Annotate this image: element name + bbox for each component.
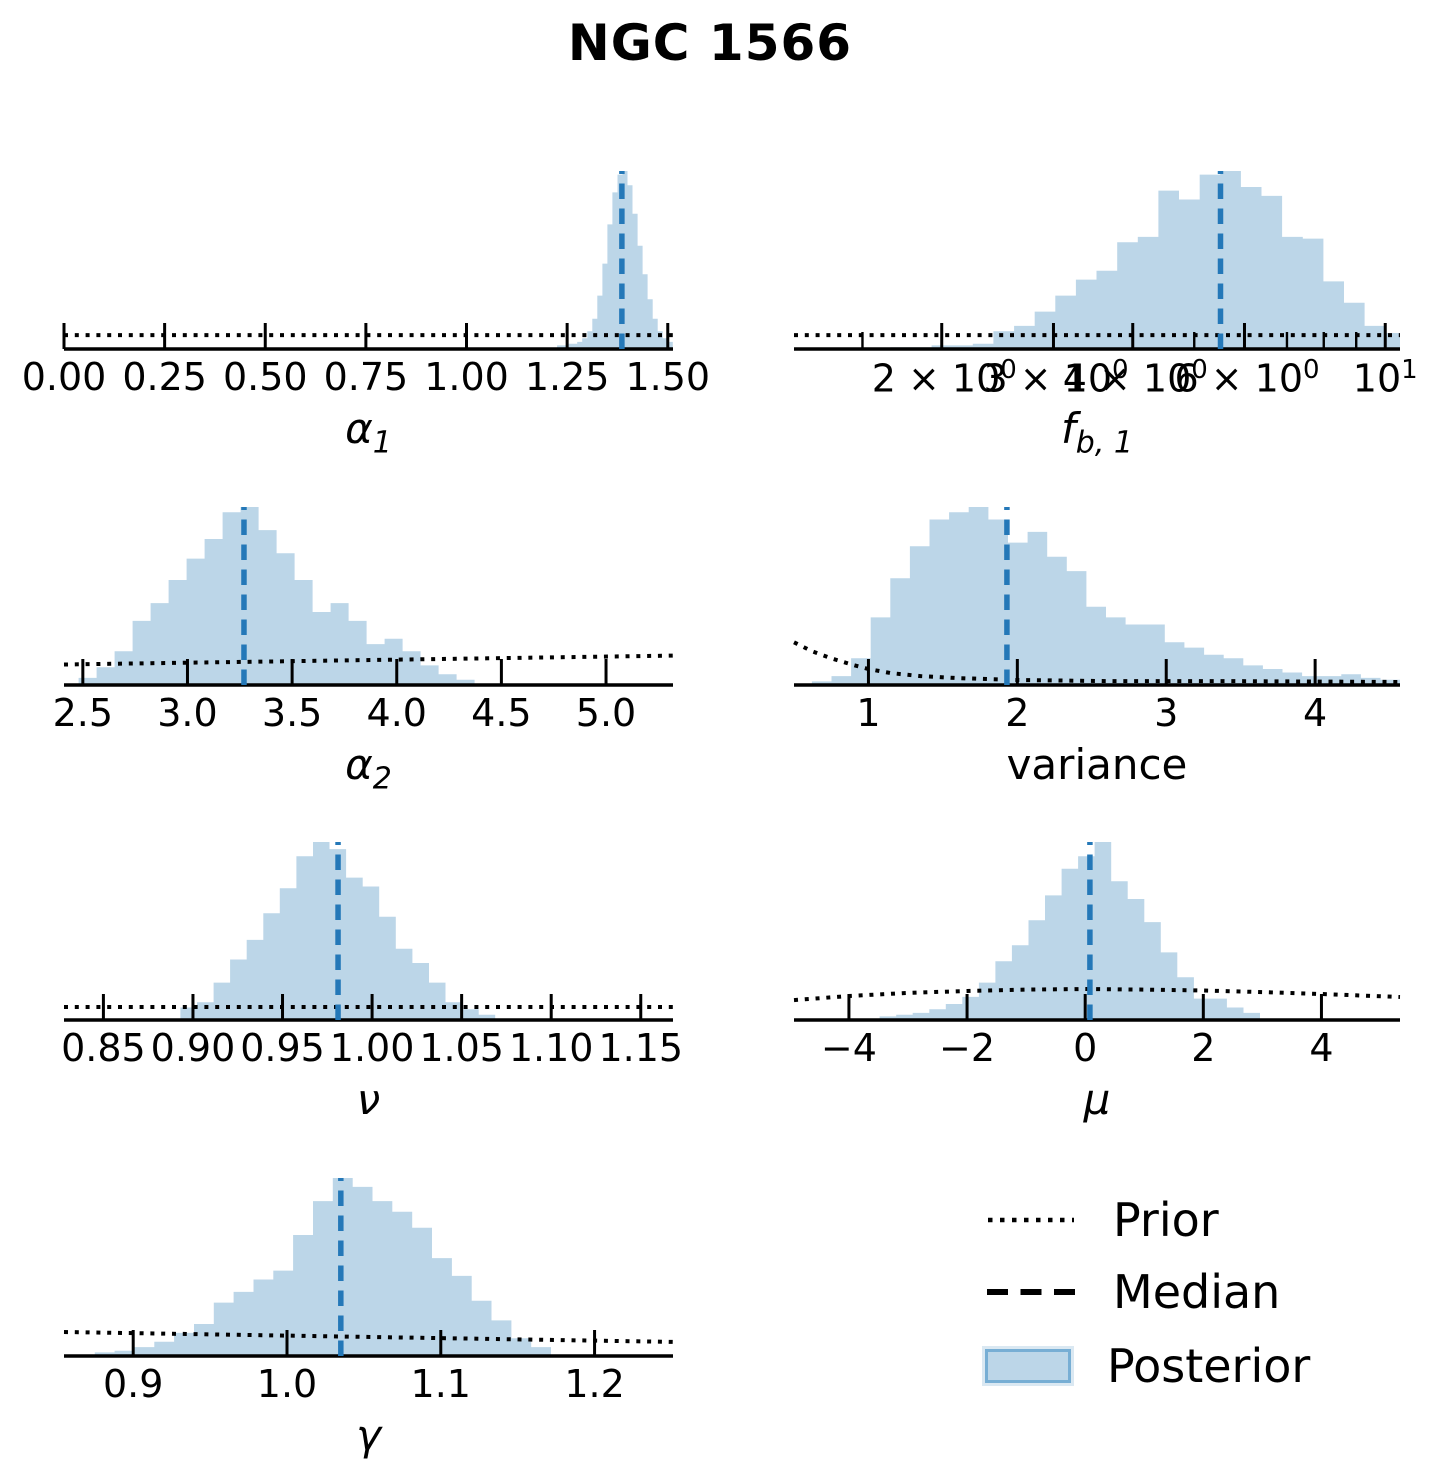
prior-curve: [793, 986, 1401, 1003]
subplot-alpha2: 2.5 3.0 3.5 4.0 4.5 5.0 α2: [4, 500, 733, 797]
x-tick-label: 101: [1352, 355, 1418, 401]
x-tick-label: 1.1: [410, 1362, 471, 1406]
plot-alpha2: [63, 507, 674, 687]
x-tick-label: 4.0: [366, 691, 427, 735]
legend-label-posterior: Posterior: [1107, 1339, 1311, 1393]
x-tick-label: 1.00: [424, 355, 509, 399]
x-tick-label: 4: [1309, 1026, 1334, 1070]
x-tick-label: 4 × 100: [1062, 355, 1208, 401]
x-tick-label: 5.0: [575, 691, 637, 735]
x-tick-label: 1.15: [598, 1026, 684, 1070]
prior-curve: [63, 653, 674, 667]
subplot-fb1: 2 × 100 3 × 100 4 × 100 6 × 100 101 fb, 1: [734, 164, 1450, 461]
x-tick-label: 0.25: [122, 355, 207, 399]
x-tick-label: 0: [1073, 1026, 1098, 1070]
x-tick-label: 0.75: [323, 355, 409, 399]
x-tick-label: 1.50: [625, 355, 711, 399]
x-tick-label: 0.50: [222, 355, 308, 399]
x-tick-label: 4.5: [471, 691, 532, 735]
x-axis-label-mu: μ: [1083, 1075, 1111, 1124]
x-axis-label-alpha2: α2: [345, 740, 392, 797]
plot-alpha1: [62, 171, 673, 351]
x-axis-label-nu: ν: [356, 1075, 381, 1124]
x-tick-label: 3.0: [157, 691, 218, 735]
x-tick-label: 1.25: [524, 355, 610, 399]
posterior-histogram: [78, 507, 475, 685]
subplot-mu: −4 −2 0 2 4 μ: [734, 835, 1450, 1132]
x-tick-label: 1.2: [564, 1362, 625, 1406]
plot-variance: [793, 507, 1401, 687]
legend-item-prior: Prior: [985, 1188, 1219, 1252]
x-tick-label: 2 × 100: [871, 355, 1017, 401]
posterior-histogram: [811, 507, 1400, 685]
x-tick-label: 1.05: [419, 1026, 504, 1070]
prior-dotted-line-sample: [988, 1217, 1074, 1223]
x-axis-label-variance: variance: [1006, 740, 1188, 789]
subplot-nu: 0.85 0.90 0.95 1.00 1.05 1.10 1.15 ν: [4, 835, 733, 1132]
x-tick-label: −2: [939, 1026, 996, 1070]
x-tick-label: 0.85: [61, 1026, 146, 1070]
x-tick-label: 2.5: [52, 691, 114, 735]
posterior-histogram: [94, 1178, 552, 1356]
x-tick-label: 0.90: [150, 1026, 236, 1070]
x-tick-label: 3: [1154, 691, 1179, 735]
median-dashed-line-sample: [987, 1289, 1075, 1295]
x-tick-label: 2: [1191, 1026, 1216, 1070]
x-tick-label: 1: [856, 691, 881, 735]
posterior-histogram: [879, 842, 1260, 1020]
legend-label-prior: Prior: [1113, 1193, 1219, 1247]
x-tick-label: −4: [820, 1026, 877, 1070]
subplot-variance: 1 2 3 4 variance: [734, 500, 1450, 797]
x-axis-label-gamma: γ: [356, 1411, 381, 1460]
x-tick-label: 1.0: [256, 1362, 318, 1406]
plot-mu: [793, 842, 1401, 1022]
plot-fb1: [794, 171, 1400, 351]
legend-item-median: Median: [985, 1260, 1280, 1324]
prior-curve: [793, 640, 1401, 684]
x-axis-label-fb1: fb, 1: [1061, 404, 1133, 461]
figure-title: NGC 1566: [567, 14, 853, 72]
x-tick-label: 1.10: [508, 1026, 594, 1070]
legend-item-posterior: Posterior: [985, 1334, 1310, 1398]
subplot-alpha1: 0.00 0.25 0.50 0.75 1.00 1.25 1.50 α1: [4, 164, 733, 461]
legend-label-median: Median: [1113, 1265, 1281, 1319]
posterior-histogram: [557, 171, 673, 349]
x-tick-label: 2: [1005, 691, 1030, 735]
x-tick-label: 1.00: [329, 1026, 415, 1070]
x-tick-label: 3 × 100: [983, 355, 1129, 401]
x-tick-label: 6 × 100: [1174, 355, 1320, 401]
x-tick-label: 0.00: [21, 355, 107, 399]
x-tick-label: 0.9: [102, 1362, 164, 1406]
subplot-gamma: 0.9 1.0 1.1 1.2 γ: [4, 1171, 733, 1468]
x-tick-label: 4: [1303, 691, 1328, 735]
posterior-histogram: [890, 171, 1400, 349]
plot-gamma: [63, 1178, 674, 1358]
plot-nu: [64, 842, 673, 1022]
x-tick-label: 0.95: [240, 1026, 325, 1070]
x-axis-label-alpha1: α1: [345, 404, 392, 461]
posterior-patch-sample: [985, 1349, 1071, 1383]
x-tick-label: 3.5: [261, 691, 323, 735]
prior-curve: [63, 1330, 674, 1344]
